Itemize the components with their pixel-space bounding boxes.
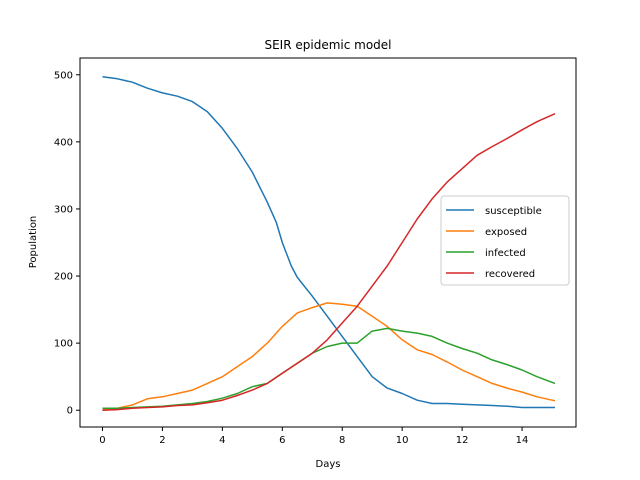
legend-box	[440, 195, 570, 286]
y-tick-label: 200	[54, 272, 73, 283]
y-tick-label: 400	[54, 137, 73, 148]
chart-title: SEIR epidemic model	[264, 38, 391, 52]
y-tick-label: 100	[54, 339, 73, 350]
series-line-recovered	[102, 113, 556, 411]
y-axis-label: Population	[28, 216, 39, 269]
x-axis: 0 2 4 6 8 10 12 14	[99, 427, 528, 446]
plot-frame	[79, 57, 577, 428]
y-tick-label: 500	[54, 70, 73, 81]
series-line-exposed	[102, 302, 556, 411]
legend-label-recovered: recovered	[485, 269, 535, 280]
x-tick-label: 2	[159, 435, 165, 446]
x-tick-label: 12	[456, 435, 469, 446]
x-tick-label: 8	[339, 435, 345, 446]
legend: susceptible exposed infected recovered	[440, 195, 570, 286]
x-tick-label: 6	[279, 435, 285, 446]
x-tick-label: 4	[219, 435, 225, 446]
y-tick-label: 300	[54, 204, 73, 215]
legend-label-exposed: exposed	[485, 227, 527, 238]
y-axis: 0 100 200 300 400 500	[54, 70, 80, 417]
legend-label-infected: infected	[485, 248, 526, 259]
series-line-susceptible	[102, 76, 555, 409]
plot-area	[102, 76, 556, 411]
x-tick-label: 10	[396, 435, 409, 446]
x-tick-label: 0	[99, 435, 105, 446]
x-axis-label: Days	[316, 459, 341, 470]
y-tick-label: 0	[67, 406, 73, 417]
legend-label-susceptible: susceptible	[485, 206, 542, 217]
x-tick-label: 14	[516, 435, 529, 446]
